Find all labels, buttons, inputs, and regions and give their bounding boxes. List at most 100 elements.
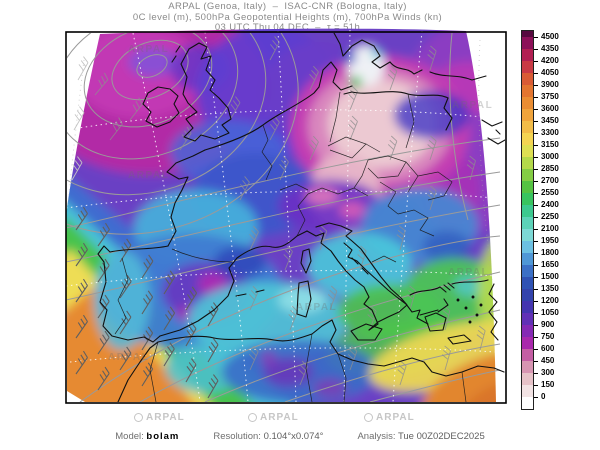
country-borders xyxy=(114,91,467,402)
colorbar-label: 1800 xyxy=(541,248,559,257)
colorbar-segment xyxy=(522,37,533,49)
model-info: Model: bolam xyxy=(115,431,179,442)
colorbar-label: 150 xyxy=(541,380,555,389)
colorbar-tick xyxy=(534,37,538,38)
arpal-logo-icon xyxy=(248,413,257,422)
colorbar-segment xyxy=(522,121,533,133)
colorbar-tick xyxy=(534,181,538,182)
map-watermark: ARPAL xyxy=(128,44,169,55)
colorbar-label: 1050 xyxy=(541,308,559,317)
map-watermark: ARPAL xyxy=(128,170,169,181)
colorbar-label: 3000 xyxy=(541,152,559,161)
colorbar-tick xyxy=(534,97,538,98)
colorbar-label: 1650 xyxy=(541,260,559,269)
graticule-outside-domain xyxy=(67,39,493,281)
colorbar-segment xyxy=(522,169,533,181)
colorbar-tick xyxy=(534,205,538,206)
footer-watermark-text: ARPAL xyxy=(376,412,415,423)
colorbar-label: 2550 xyxy=(541,188,559,197)
colorbar-segment xyxy=(522,265,533,277)
model-info-bar: Model: bolam Resolution: 0.104°x0.074° A… xyxy=(0,431,600,442)
colorbar-tick xyxy=(534,385,538,386)
colorbar-segment xyxy=(522,49,533,61)
resolution-value: 0.104°x0.074° xyxy=(263,431,324,442)
colorbar-label: 4500 xyxy=(541,32,559,41)
colorbar-label: 1950 xyxy=(541,236,559,245)
colorbar-segment xyxy=(522,181,533,193)
colorbar-label: 3450 xyxy=(541,116,559,125)
colorbar-tick xyxy=(534,361,538,362)
colorbar-segment xyxy=(522,277,533,289)
colorbar-tick xyxy=(534,85,538,86)
colorbar-segment xyxy=(522,253,533,265)
colorbar-tick xyxy=(534,313,538,314)
colorbar-label: 2700 xyxy=(541,176,559,185)
footer-watermark-text: ARPAL xyxy=(146,412,185,423)
colorbar-label: 750 xyxy=(541,332,555,341)
colorbar-label: 3750 xyxy=(541,92,559,101)
colorbar-label: 900 xyxy=(541,320,555,329)
colorbar-segment xyxy=(522,349,533,361)
colorbar-label: 4050 xyxy=(541,68,559,77)
resolution-label: Resolution: xyxy=(213,431,264,442)
map-watermarks: ARPAL ARPAL ARPAL ARPAL ARPAL ARPAL xyxy=(108,44,492,363)
map-watermark: ARPAL xyxy=(448,267,489,278)
colorbar-segment xyxy=(522,31,533,37)
colorbar-label: 3150 xyxy=(541,140,559,149)
colorbar-tick xyxy=(534,253,538,254)
resolution-info: Resolution: 0.104°x0.074° xyxy=(213,431,323,442)
colorbar-label: 2250 xyxy=(541,212,559,221)
colorbar-segment xyxy=(522,97,533,109)
footer-watermark-text: ARPAL xyxy=(260,412,299,423)
colorbar-tick xyxy=(534,397,538,398)
arpal-logo-icon xyxy=(364,413,373,422)
colorbar-tick xyxy=(534,157,538,158)
analysis-value: Tue 00Z02DEC2025 xyxy=(397,431,485,442)
footer-watermark: ARPAL xyxy=(134,412,185,423)
map-watermark: ARPAL xyxy=(108,352,149,363)
colorbar-label: 4350 xyxy=(541,44,559,53)
colorbar-tick xyxy=(534,289,538,290)
colorbar-tick xyxy=(534,265,538,266)
colorbar-tick xyxy=(534,169,538,170)
colorbar-label: 1500 xyxy=(541,272,559,281)
colorbar-segment xyxy=(522,109,533,121)
colorbar-tick xyxy=(534,193,538,194)
colorbar-segment xyxy=(522,241,533,253)
colorbar-segment xyxy=(522,361,533,373)
colorbar-tick xyxy=(534,217,538,218)
colorbar-label: 300 xyxy=(541,368,555,377)
colorbar-segment xyxy=(522,145,533,157)
map-frame xyxy=(65,31,507,404)
colorbar-bar xyxy=(521,30,534,410)
colorbar-segment xyxy=(522,301,533,313)
analysis-info: Analysis: Tue 00Z02DEC2025 xyxy=(357,431,484,442)
colorbar-label: 4200 xyxy=(541,56,559,65)
colorbar-tick xyxy=(534,241,538,242)
colorbar-label: 2100 xyxy=(541,224,559,233)
colorbar-label: 450 xyxy=(541,356,555,365)
colorbar-segment xyxy=(522,397,533,409)
colorbar-tick xyxy=(534,325,538,326)
model-label: Model: xyxy=(115,431,147,442)
arpal-logo-icon xyxy=(134,413,143,422)
colorbar-label: 2400 xyxy=(541,200,559,209)
colorbar-segment xyxy=(522,61,533,73)
colorbar-tick xyxy=(534,49,538,50)
chart-title-block: ARPAL (Genoa, Italy) – ISAC-CNR (Bologna… xyxy=(0,1,575,34)
colorbar-label: 3600 xyxy=(541,104,559,113)
colorbar-tick xyxy=(534,301,538,302)
title-line-1: ARPAL (Genoa, Italy) – ISAC-CNR (Bologna… xyxy=(168,1,407,12)
colorbar-segment xyxy=(522,205,533,217)
title-line-2: 0C level (m), 500hPa Geopotential Height… xyxy=(132,11,443,23)
colorbar-label: 0 xyxy=(541,392,546,401)
colorbar-tick xyxy=(534,229,538,230)
colorbar-tick xyxy=(534,145,538,146)
title-line-3: 03 UTC Thu 04 DEC – τ = 51h xyxy=(214,22,361,33)
colorbar-segment xyxy=(522,193,533,205)
colorbar-tick xyxy=(534,61,538,62)
model-value: bolam xyxy=(146,431,180,442)
colorbar-segment xyxy=(522,85,533,97)
